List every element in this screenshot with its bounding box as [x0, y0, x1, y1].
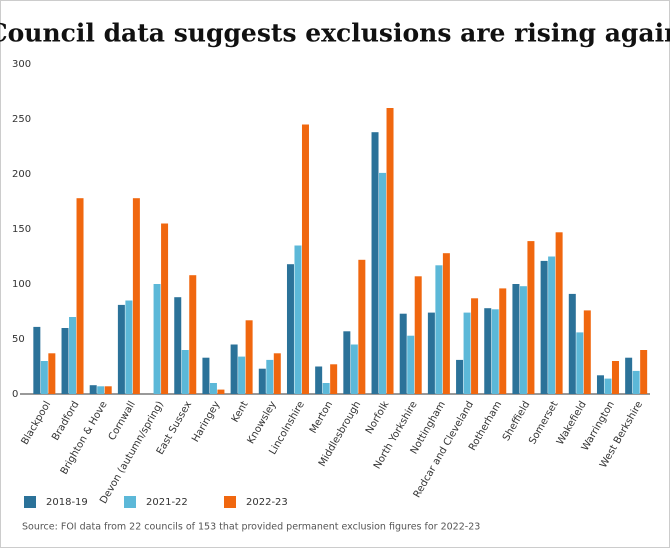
legend-swatch: [224, 496, 236, 508]
bar: [48, 353, 56, 394]
bar: [273, 353, 281, 394]
bar: [161, 223, 169, 394]
bar: [463, 312, 471, 394]
bar: [604, 378, 612, 394]
y-tick-label: 300: [12, 59, 31, 70]
bar: [519, 286, 527, 394]
bar: [209, 383, 217, 394]
bar: [358, 259, 366, 394]
y-tick-label: 150: [12, 224, 31, 235]
bar: [632, 370, 640, 394]
bar: [301, 124, 309, 394]
bar: [258, 368, 266, 394]
bar: [540, 260, 548, 394]
y-tick-label: 50: [12, 334, 25, 345]
bar: [343, 331, 351, 394]
bar: [548, 256, 556, 394]
bar: [386, 108, 394, 394]
bar: [640, 350, 648, 394]
bar: [484, 308, 492, 394]
bar: [97, 386, 105, 394]
chart-title: Council data suggests exclusions are ris…: [0, 19, 670, 48]
bar: [371, 132, 379, 394]
bar: [202, 357, 210, 394]
bar: [61, 328, 69, 394]
bar: [217, 389, 225, 394]
bar: [76, 198, 84, 394]
bar: [583, 310, 591, 394]
y-tick-label: 100: [12, 279, 31, 290]
bar: [89, 385, 97, 394]
bar: [491, 309, 499, 394]
bar: [40, 361, 48, 394]
bar: [125, 300, 133, 394]
bar: [596, 375, 604, 394]
bar: [456, 359, 464, 394]
bar: [414, 276, 422, 394]
bar: [286, 264, 294, 394]
bar: [189, 275, 197, 394]
bar: [330, 364, 338, 394]
bar: [611, 361, 619, 394]
y-tick-label: 200: [12, 169, 31, 180]
source: Source: FOI data from 22 councils of 153…: [22, 522, 480, 533]
bar: [33, 326, 41, 394]
y-tick-label: 250: [12, 114, 31, 125]
bar: [315, 366, 323, 394]
bar: [435, 265, 443, 394]
bar: [442, 253, 450, 394]
bar: [266, 359, 274, 394]
legend-swatch: [124, 496, 136, 508]
bar: [104, 386, 112, 394]
bar: [153, 284, 161, 394]
bar: [350, 344, 358, 394]
y-tick-label: 0: [12, 389, 18, 400]
bar: [527, 241, 535, 394]
bar: [174, 297, 182, 394]
bar: [407, 335, 415, 394]
legend-label: 2021-22: [146, 497, 188, 508]
bar: [471, 298, 479, 394]
bar: [322, 383, 330, 394]
bar: [499, 288, 507, 394]
bar: [427, 312, 435, 394]
bar: [625, 357, 633, 394]
bar: [399, 313, 407, 394]
legend-label: 2018-19: [46, 497, 88, 508]
bar: [576, 332, 584, 394]
bar: [294, 245, 302, 394]
bar: [512, 284, 520, 394]
legend-label: 2022-23: [246, 497, 288, 508]
bar: [555, 232, 563, 394]
legend-swatch: [24, 496, 36, 508]
bar: [117, 304, 125, 394]
bar: [379, 172, 387, 394]
bar: [230, 344, 238, 394]
bar: [238, 356, 246, 394]
bar: [69, 317, 77, 394]
bar: [181, 350, 189, 394]
bar: [568, 293, 576, 394]
bar: [132, 198, 140, 394]
bar: [245, 320, 253, 394]
